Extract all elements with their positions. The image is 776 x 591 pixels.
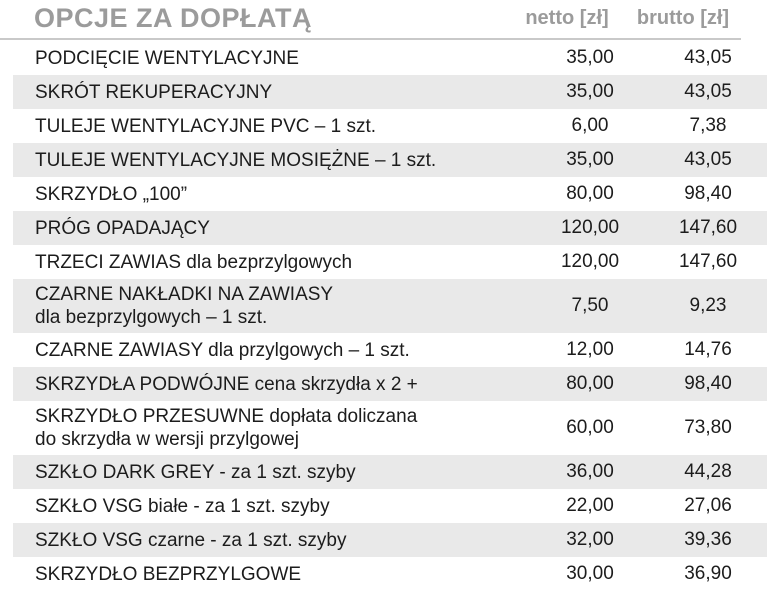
option-label: SKRZYDŁO PRZESUWNE dopłata doliczana do s… xyxy=(35,406,418,450)
column-header-brutto: brutto [zł] xyxy=(636,7,730,29)
table-row: SKRZYDŁA PODWÓJNE cena skrzydła x 2 + 80,… xyxy=(13,367,767,401)
table-row: PODCIĘCIE WENTYLACYJNE 35,00 43,05 xyxy=(13,41,767,75)
option-label: TULEJE WENTYLACYJNE PVC – 1 szt. xyxy=(35,115,377,137)
brutto-value: 7,38 xyxy=(689,115,727,136)
brutto-value: 147,60 xyxy=(678,251,738,272)
netto-value: 12,00 xyxy=(566,339,614,360)
header-divider xyxy=(0,38,741,40)
brutto-value: 147,60 xyxy=(678,217,738,238)
option-label: SZKŁO VSG białe - za 1 szt. szyby xyxy=(35,495,330,517)
option-label: SKRZYDŁO BEZPRZYLGOWE xyxy=(35,563,302,585)
table-row: SZKŁO DARK GREY - za 1 szt. szyby 36,00 44… xyxy=(13,455,767,489)
table-row: CZARNE ZAWIASY dla przylgowych – 1 szt. 1… xyxy=(13,333,767,367)
brutto-value: 14,76 xyxy=(684,339,732,360)
page-title: OPCJE ZA DOPŁATĄ xyxy=(34,3,313,33)
netto-value: 35,00 xyxy=(566,47,614,68)
column-header-netto: netto [zł] xyxy=(525,7,609,29)
option-label: PRÓG OPADAJĄCY xyxy=(35,217,210,239)
netto-value: 80,00 xyxy=(566,183,614,204)
netto-value: 6,00 xyxy=(571,115,609,136)
option-label: CZARNE NAKŁADKI NA ZAWIASY dla bezprzylgo… xyxy=(35,284,334,328)
table-row: SKRÓT REKUPERACYJNY 35,00 43,05 xyxy=(13,75,767,109)
brutto-value: 73,80 xyxy=(684,417,732,438)
brutto-value: 43,05 xyxy=(684,81,732,102)
netto-value: 30,00 xyxy=(566,563,614,584)
price-table: PODCIĘCIE WENTYLACYJNE 35,00 43,05 SKRÓT RE… xyxy=(13,41,767,591)
table-row: SZKŁO VSG białe - za 1 szt. szyby 22,00 27… xyxy=(13,489,767,523)
netto-value: 7,50 xyxy=(571,295,609,316)
brutto-value: 43,05 xyxy=(684,47,732,68)
brutto-value: 36,90 xyxy=(684,563,732,584)
table-row: SKRZYDŁO BEZPRZYLGOWE 30,00 36,90 xyxy=(13,557,767,591)
table-row: SKRZYDŁO „100” 80,00 98,40 xyxy=(13,177,767,211)
netto-value: 36,00 xyxy=(566,461,614,482)
brutto-value: 98,40 xyxy=(684,183,732,204)
option-label: PODCIĘCIE WENTYLACYJNE xyxy=(35,47,299,69)
table-row: SZKŁO VSG czarne - za 1 szt. szyby 32,00 3… xyxy=(13,523,767,557)
netto-value: 80,00 xyxy=(566,373,614,394)
table-row: PRÓG OPADAJĄCY 120,00 147,60 xyxy=(13,211,767,245)
option-label: CZARNE ZAWIASY dla przylgowych – 1 szt. xyxy=(35,339,410,361)
netto-value: 35,00 xyxy=(566,149,614,170)
option-label: SZKŁO DARK GREY - za 1 szt. szyby xyxy=(35,461,356,483)
table-row: TRZECI ZAWIAS dla bezprzylgowych 120,00 14… xyxy=(13,245,767,279)
netto-value: 35,00 xyxy=(566,81,614,102)
brutto-value: 44,28 xyxy=(684,461,732,482)
brutto-value: 43,05 xyxy=(684,149,732,170)
netto-value: 60,00 xyxy=(566,417,614,438)
brutto-value: 39,36 xyxy=(684,529,732,550)
price-table-body: PODCIĘCIE WENTYLACYJNE 35,00 43,05 SKRÓT RE… xyxy=(13,41,767,591)
table-row: TULEJE WENTYLACYJNE MOSIĘŻNE – 1 szt. 35,… xyxy=(13,143,767,177)
table-header: OPCJE ZA DOPŁATĄ netto [zł] brutto [zł] xyxy=(0,0,776,38)
brutto-value: 98,40 xyxy=(684,373,732,394)
netto-value: 120,00 xyxy=(560,251,620,272)
option-label: SKRZYDŁA PODWÓJNE cena skrzydła x 2 + xyxy=(35,373,418,395)
table-row: TULEJE WENTYLACYJNE PVC – 1 szt. 6,00 7,38 xyxy=(13,109,767,143)
option-label: SKRÓT REKUPERACYJNY xyxy=(35,81,273,103)
netto-value: 120,00 xyxy=(560,217,620,238)
netto-value: 32,00 xyxy=(566,529,614,550)
netto-value: 22,00 xyxy=(566,495,614,516)
brutto-value: 27,06 xyxy=(684,495,732,516)
option-label: SKRZYDŁO „100” xyxy=(35,183,188,205)
option-label: SZKŁO VSG czarne - za 1 szt. szyby xyxy=(35,529,347,551)
option-label: TRZECI ZAWIAS dla bezprzylgowych xyxy=(35,251,353,273)
table-row: SKRZYDŁO PRZESUWNE dopłata doliczana do s… xyxy=(13,401,767,455)
option-label: TULEJE WENTYLACYJNE MOSIĘŻNE – 1 szt. xyxy=(35,149,437,171)
table-row: CZARNE NAKŁADKI NA ZAWIASY dla bezprzylgo… xyxy=(13,279,767,333)
brutto-value: 9,23 xyxy=(689,295,727,316)
